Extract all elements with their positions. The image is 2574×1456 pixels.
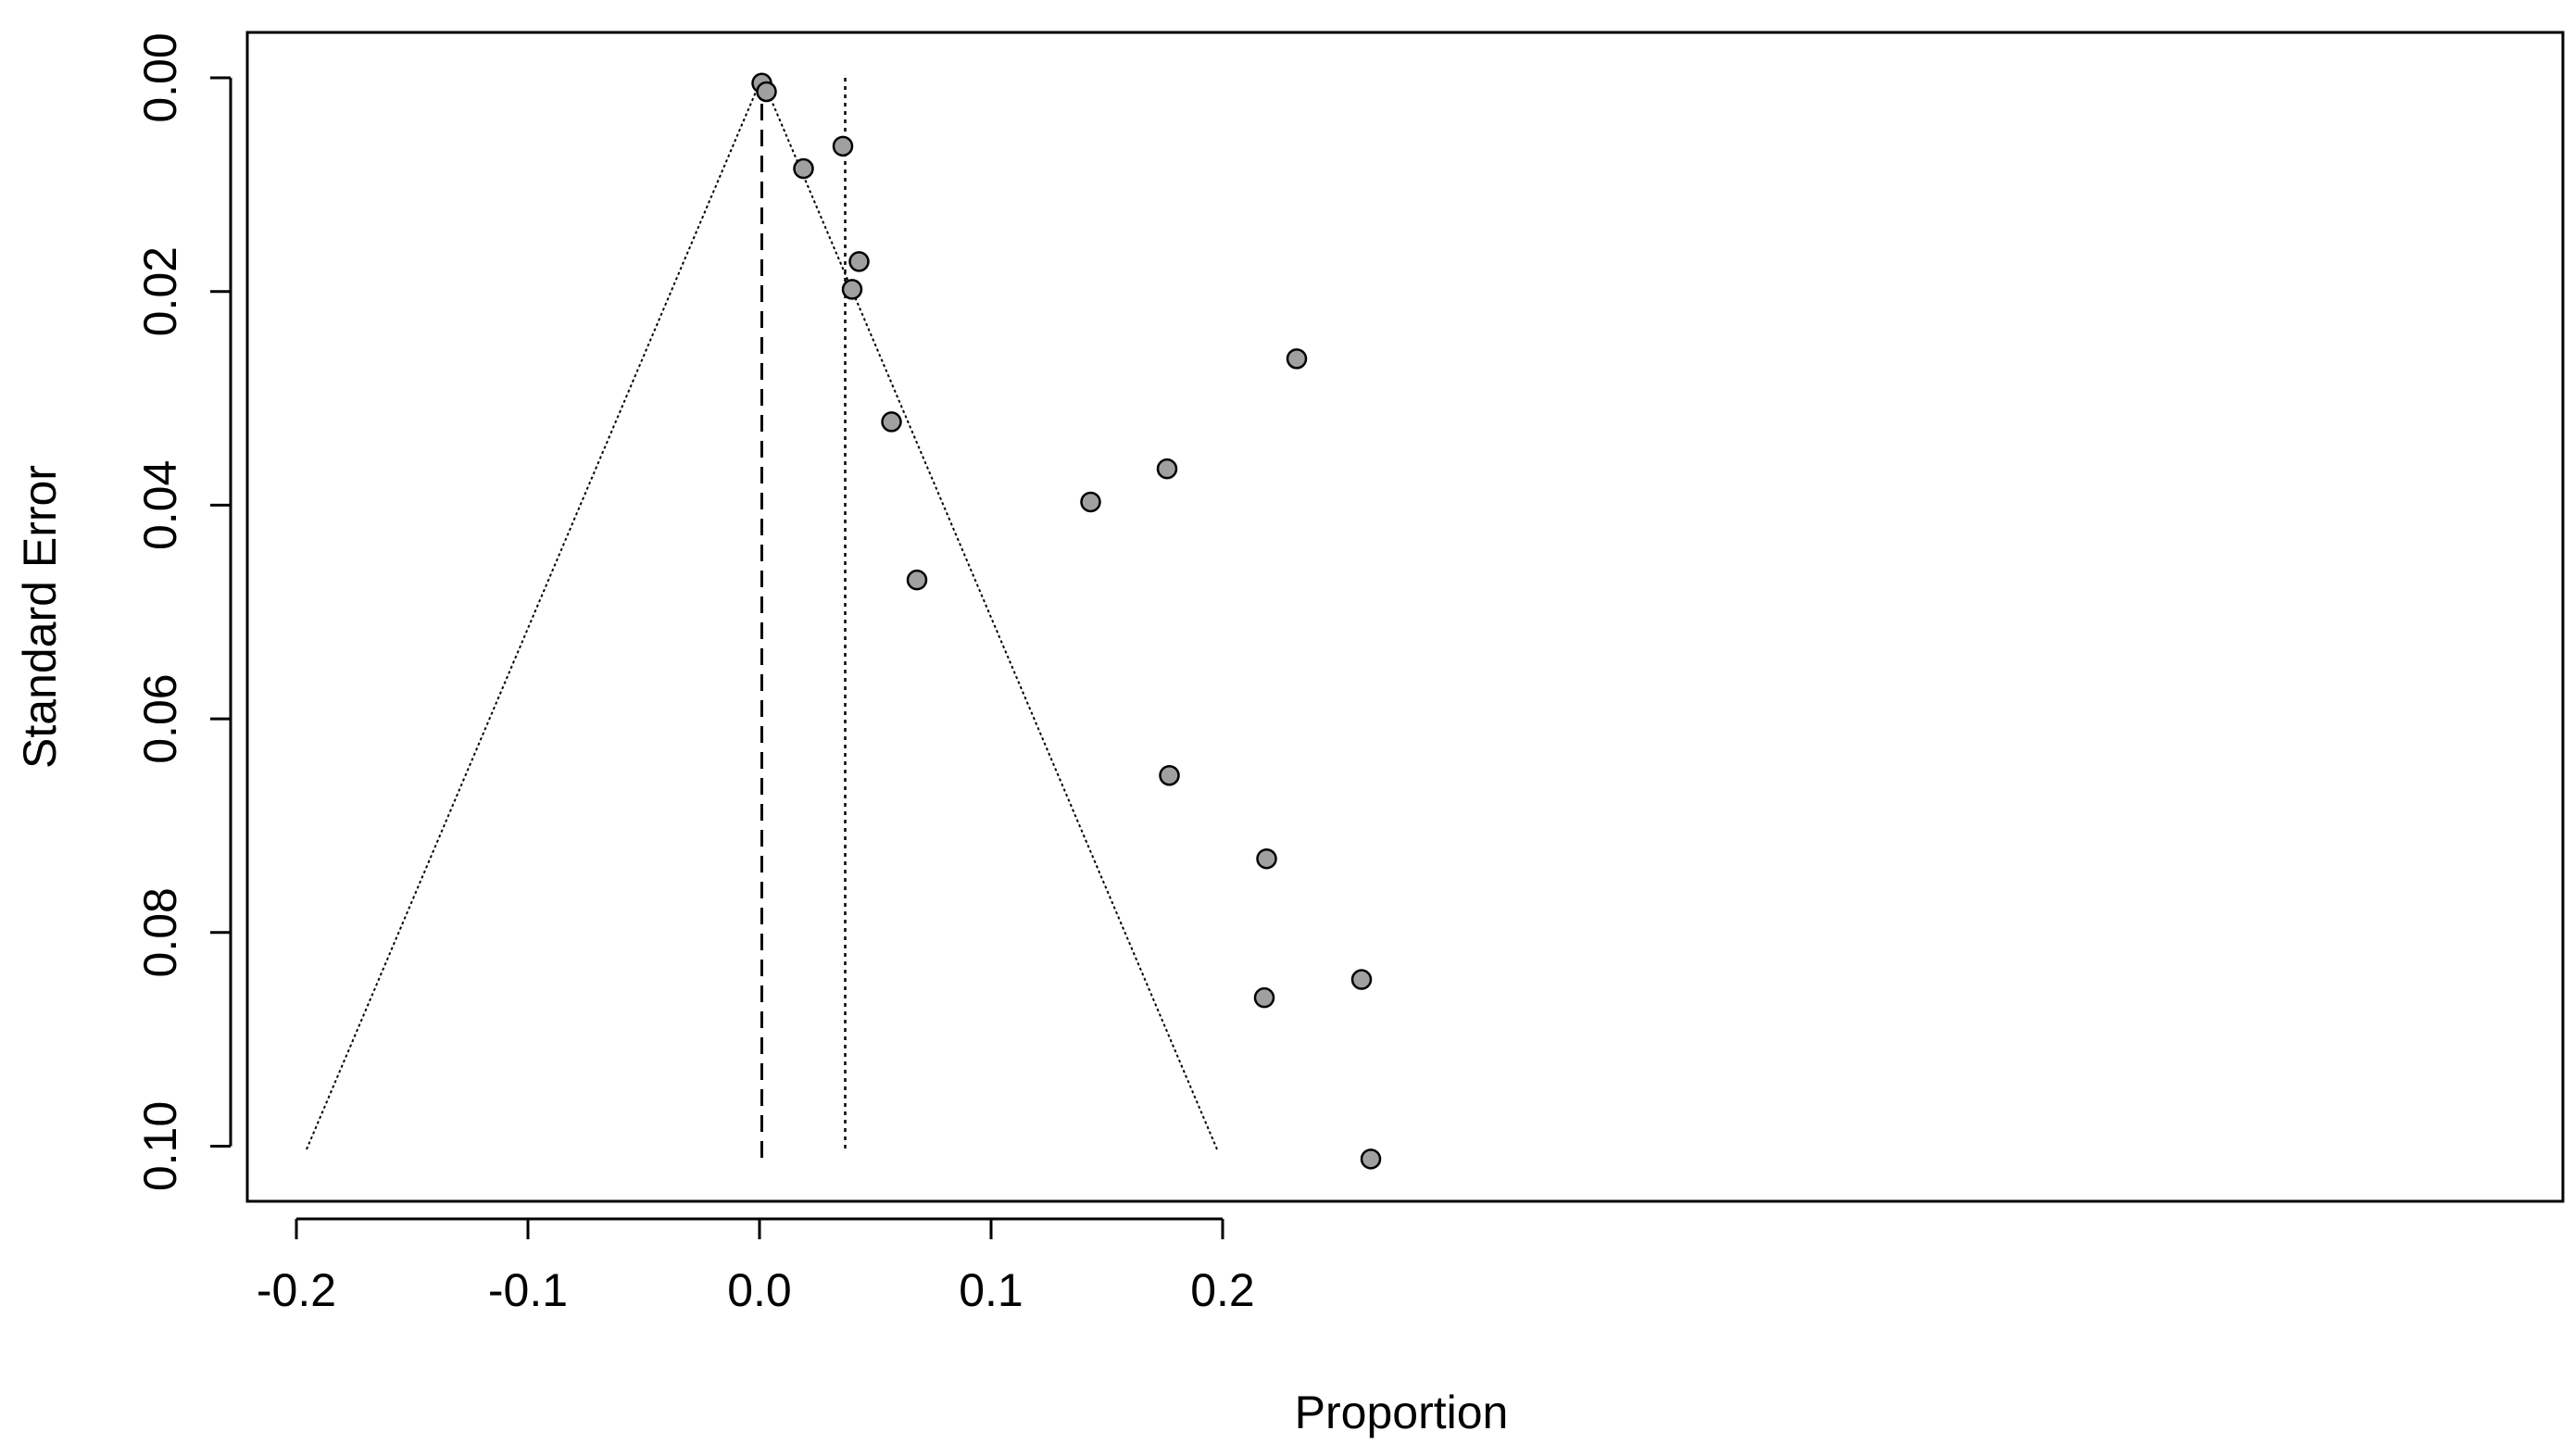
data-point bbox=[848, 251, 870, 272]
data-point bbox=[1080, 491, 1101, 513]
x-tick-label: 0.0 bbox=[727, 1264, 792, 1316]
data-point bbox=[793, 157, 814, 180]
x-tick-label: -0.2 bbox=[257, 1264, 336, 1316]
y-tick-label: 0.00 bbox=[134, 32, 186, 122]
x-tick-label: -0.1 bbox=[488, 1264, 568, 1316]
data-point bbox=[1286, 348, 1308, 370]
data-point bbox=[1256, 847, 1277, 870]
y-tick-label: 0.02 bbox=[134, 246, 186, 336]
x-tick-label: 0.2 bbox=[1190, 1264, 1255, 1316]
y-tick-label: 0.04 bbox=[134, 460, 186, 550]
y-axis-label: Standard Error bbox=[14, 465, 66, 769]
y-tick-label: 0.06 bbox=[134, 673, 186, 763]
data-point bbox=[756, 81, 777, 103]
reference-lines-layer bbox=[760, 78, 847, 1160]
data-point bbox=[1156, 458, 1178, 480]
data-point bbox=[1253, 986, 1275, 1009]
points-layer bbox=[751, 72, 1382, 1170]
data-point bbox=[881, 411, 902, 433]
data-point bbox=[906, 569, 928, 591]
funnel-right-line bbox=[760, 77, 1219, 1152]
data-point bbox=[841, 279, 863, 300]
x-axis: -0.2 -0.1 0.0 0.1 0.2 bbox=[257, 1217, 1255, 1316]
x-tick-label: 0.1 bbox=[959, 1264, 1023, 1316]
y-tick-label: 0.10 bbox=[134, 1101, 186, 1191]
funnel-left-line bbox=[305, 77, 763, 1152]
y-tick-label: 0.08 bbox=[134, 887, 186, 977]
data-point bbox=[1350, 969, 1373, 990]
plot-frame bbox=[245, 31, 2565, 1203]
data-point bbox=[1360, 1148, 1382, 1170]
data-point bbox=[832, 135, 854, 157]
data-point bbox=[1159, 764, 1180, 786]
x-axis-label: Proportion bbox=[1295, 1387, 1509, 1438]
y-axis: 0.00 0.02 0.04 0.06 0.08 0.10 bbox=[134, 32, 232, 1191]
